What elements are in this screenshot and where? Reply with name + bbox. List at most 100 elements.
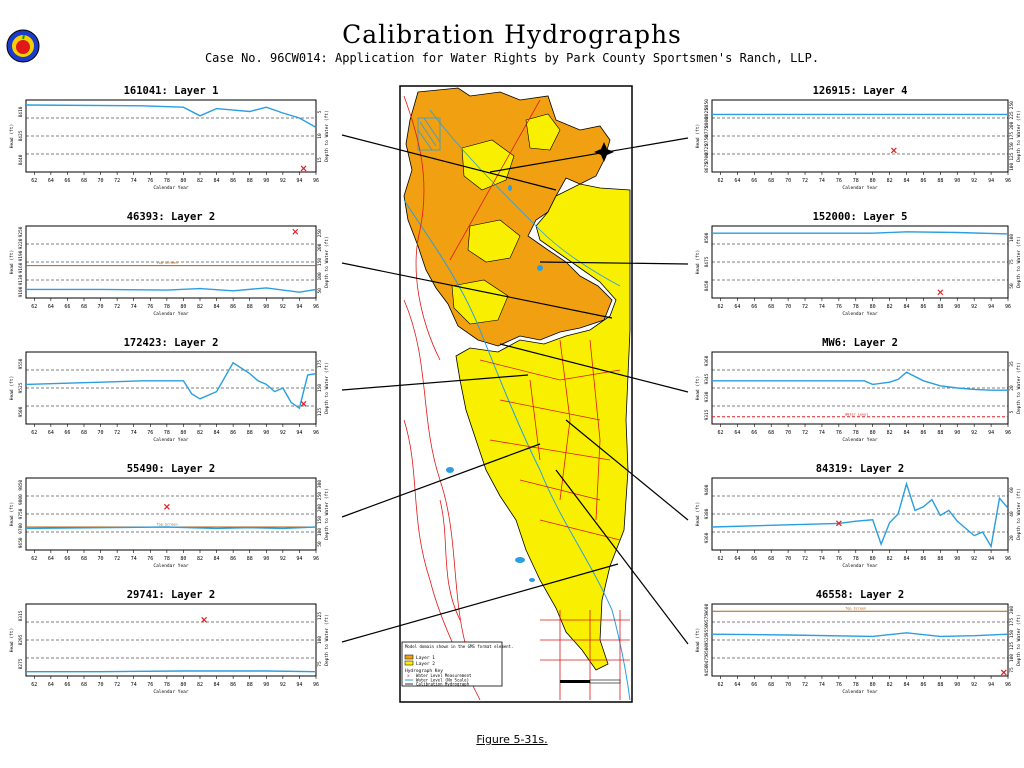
x-tick-label: 86: [230, 556, 236, 562]
y2-tick-label: 250: [1009, 101, 1015, 109]
x-tick-label: 88: [937, 304, 943, 310]
x-tick-label: 88: [247, 682, 253, 688]
x-tick-label: 74: [131, 178, 137, 184]
y2-tick-label: 75: [317, 661, 323, 667]
y-tick-label: 8825: [704, 108, 710, 119]
x-axis-label: Calendar Year: [153, 185, 189, 191]
x-tick-label: 82: [887, 178, 893, 184]
svg-text:x: x: [407, 674, 410, 679]
x-axis-label: Calendar Year: [153, 437, 189, 443]
x-tick-label: 70: [98, 178, 104, 184]
y2-tick-label: 200: [1009, 121, 1015, 129]
x-tick-label: 88: [247, 430, 253, 436]
x-tick-label: 62: [31, 178, 37, 184]
x-tick-label: 80: [180, 178, 186, 184]
x-tick-label: 66: [64, 304, 70, 310]
screen-label: Top Screen: [157, 522, 178, 526]
hydrograph-152000: 152000: Layer 5 62 64 66 68 70 72 74 76 78 80 82 84 8…: [695, 211, 1022, 317]
x-tick-label: 96: [313, 304, 319, 310]
x-axis-label: Calendar Year: [153, 311, 189, 317]
y2-tick-label: 200: [1009, 606, 1015, 614]
y2-tick-label: 225: [1009, 111, 1015, 119]
x-tick-label: 64: [48, 430, 54, 436]
x-tick-label: 78: [164, 682, 170, 688]
y2-tick-label: 5: [317, 110, 323, 113]
x-tick-label: 72: [802, 556, 808, 562]
x-tick-label: 94: [296, 682, 302, 688]
x-tick-label: 88: [247, 556, 253, 562]
x-axis-label: Calendar Year: [842, 437, 878, 443]
y-tick-label: 9500: [704, 645, 710, 656]
x-tick-label: 94: [296, 178, 302, 184]
x-tick-label: 88: [937, 430, 943, 436]
x-tick-label: 88: [247, 304, 253, 310]
x-tick-label: 76: [836, 556, 842, 562]
x-tick-label: 94: [296, 304, 302, 310]
x-tick-label: 92: [971, 430, 977, 436]
x-tick-label: 72: [114, 430, 120, 436]
y2-tick-label: 250: [317, 492, 323, 500]
legend-layer1: Layer 1: [416, 655, 435, 661]
agency-seal-icon: [6, 29, 40, 63]
measurement-point: [835, 520, 842, 527]
y-tick-label: 9500: [18, 406, 24, 417]
y-tick-label: 9475: [704, 655, 710, 666]
water-level-line: [26, 287, 317, 293]
x-tick-label: 68: [768, 178, 774, 184]
y-tick-label: 9700: [18, 523, 24, 534]
x-tick-label: 70: [785, 682, 791, 688]
y-tick-label: 8675: [704, 162, 710, 173]
x-tick-label: 82: [197, 178, 203, 184]
y-tick-label: 9130: [18, 274, 24, 285]
x-tick-label: 82: [887, 556, 893, 562]
y-tick-label: 9160: [18, 262, 24, 273]
hydrograph-84319: 84319: Layer 2 62 64 66 68 70 72 74 76 78 80 82 84 86…: [695, 463, 1022, 569]
y-axis-label: Head (ft): [9, 376, 15, 400]
x-tick-label: 92: [280, 682, 286, 688]
y-tick-label: 8450: [704, 280, 710, 291]
measurement-point: [292, 228, 299, 235]
x-tick-label: 94: [988, 556, 994, 562]
x-axis-label: Calendar Year: [842, 563, 878, 569]
x-tick-label: 68: [768, 304, 774, 310]
x-tick-label: 82: [887, 682, 893, 688]
x-tick-label: 90: [954, 430, 960, 436]
x-tick-label: 62: [717, 304, 723, 310]
x-tick-label: 64: [734, 430, 740, 436]
chart-title: 46393: Layer 2: [127, 211, 216, 223]
x-tick-label: 92: [280, 304, 286, 310]
y-axis-label: Head (ft): [695, 628, 701, 652]
x-tick-label: 80: [180, 556, 186, 562]
x-tick-label: 86: [920, 682, 926, 688]
x-tick-label: 82: [197, 556, 203, 562]
x-tick-label: 64: [734, 682, 740, 688]
x-tick-label: 64: [734, 556, 740, 562]
legend-water-level: Water Level (No Scale): [416, 678, 469, 683]
x-tick-label: 78: [853, 682, 859, 688]
y2-axis-label: Depth to Water (ft): [324, 488, 330, 539]
y2-axis-label: Depth to Water (ft): [1016, 110, 1022, 161]
x-tick-label: 64: [734, 304, 740, 310]
x-tick-label: 72: [114, 682, 120, 688]
y-tick-label: 9360: [704, 532, 710, 543]
x-tick-label: 70: [785, 430, 791, 436]
y2-tick-label: 175: [317, 360, 323, 368]
x-tick-label: 80: [870, 304, 876, 310]
y-tick-label: 8725: [704, 144, 710, 155]
y-tick-label: 8500: [704, 232, 710, 243]
x-tick-label: 68: [768, 556, 774, 562]
x-tick-label: 74: [819, 304, 825, 310]
x-tick-label: 78: [164, 178, 170, 184]
x-tick-label: 76: [147, 682, 153, 688]
x-tick-label: 86: [230, 178, 236, 184]
x-tick-label: 90: [954, 682, 960, 688]
water-level-line: [711, 632, 1009, 638]
y-tick-label: 9380: [704, 508, 710, 519]
x-tick-label: 90: [263, 682, 269, 688]
y-tick-label: 8275: [18, 658, 24, 669]
x-tick-label: 82: [197, 682, 203, 688]
x-tick-label: 84: [903, 178, 909, 184]
x-tick-label: 96: [313, 430, 319, 436]
x-tick-label: 92: [280, 556, 286, 562]
x-tick-label: 86: [920, 304, 926, 310]
